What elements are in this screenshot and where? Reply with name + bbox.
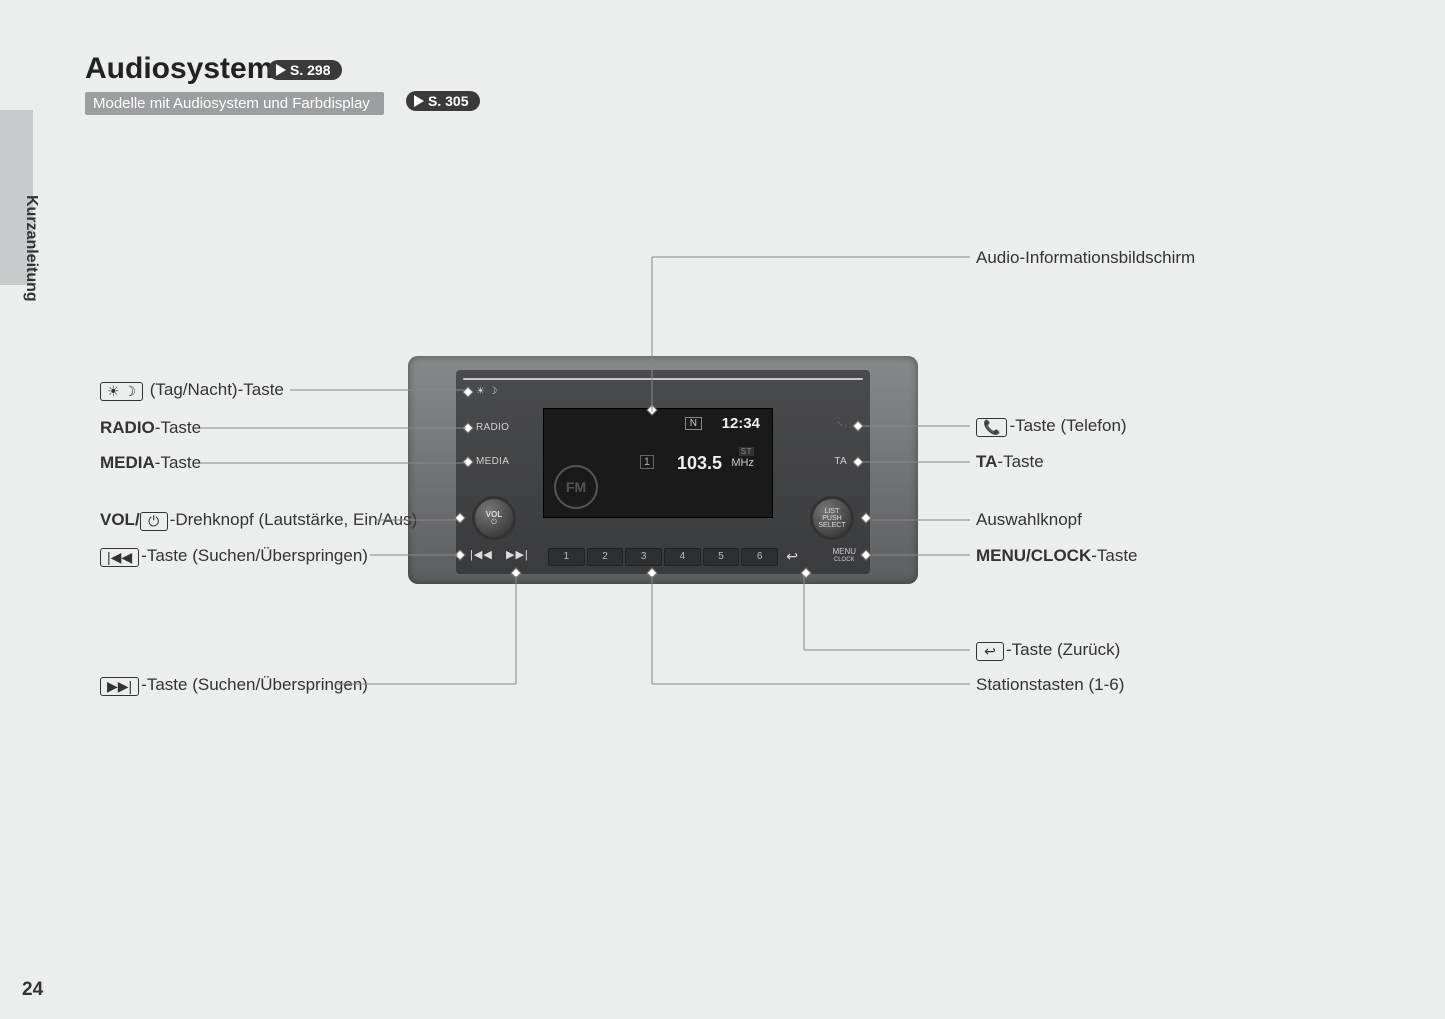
callout-bold: RADIO [100,418,155,437]
callout-daynight: ☀ ☽ (Tag/Nacht)-Taste [100,380,284,401]
preset-2: 2 [587,548,624,566]
audio-display: N 12:34 1 103.5 MHz ST FM [543,408,773,518]
vol-label: VOL [486,510,502,519]
subtitle: Modelle mit Audiosystem und Farbdisplay [85,92,384,115]
callout-text: -Taste (Suchen/Überspringen) [141,675,368,694]
callout-text: -Taste [997,452,1043,471]
callout-text: -Taste (Telefon) [1009,416,1126,435]
callout-bold: TA [976,452,997,471]
media-button-label: MEDIA [476,456,509,467]
callout-text: -Taste (Zurück) [1006,640,1120,659]
page-ref-2: S. 305 [406,91,480,111]
preset-3: 3 [625,548,662,566]
preset-1: 1 [548,548,585,566]
menu-clock-label: MENU CLOCK [832,547,856,565]
callout-phone: 📞-Taste (Telefon) [976,416,1127,437]
page-title: Audiosystem [85,52,273,86]
callout-menu: MENU/CLOCK-Taste [976,546,1138,566]
callout-text: -Taste [1091,546,1137,565]
callout-seek-fwd: ▶▶|-Taste (Suchen/Überspringen) [100,675,368,696]
callout-media: MEDIA-Taste [100,453,201,473]
display-band: FM [554,465,598,509]
callout-seek-back: |◀◀-Taste (Suchen/Überspringen) [100,546,368,567]
display-time: 12:34 [722,415,760,432]
phone-button-label: 📞 [835,418,848,429]
daynight-button-label: ☀ ☽ [476,386,498,397]
callout-select: Auswahlknopf [976,510,1082,530]
seek-fwd-key-icon: ▶▶| [100,677,139,696]
display-frequency: 103.5 [677,453,722,474]
sel-l3: SELECT [818,522,845,529]
page-ref-1: S. 298 [268,60,342,80]
radio-trim [463,378,863,380]
preset-5: 5 [703,548,740,566]
display-preset: 1 [640,455,654,469]
page-ref-1-text: S. 298 [290,62,330,78]
seek-back-label: |◀◀ [470,548,493,561]
page-ref-2-text: S. 305 [428,93,468,109]
callout-text: -Taste (Suchen/Überspringen) [141,546,368,565]
callout-bold: VOL/ [100,510,140,529]
display-st: ST [739,447,754,456]
clock-text: CLOCK [832,556,856,565]
volume-knob: VOL ⏻ [472,496,516,540]
power-icon: ⏻ [491,519,497,527]
seek-back-key-icon: |◀◀ [100,548,139,567]
preset-6: 6 [741,548,778,566]
callout-presets: Stationstasten (1-6) [976,675,1124,695]
radio-button-label: RADIO [476,422,509,433]
callout-text: -Taste [155,418,201,437]
callout-bold: MENU/CLOCK [976,546,1091,565]
phone-key-icon: 📞 [976,418,1007,437]
page-number: 24 [22,979,43,1001]
sel-l2: PUSH [822,515,841,522]
side-tab-label: Kurzanleitung [22,195,40,302]
back-button-label: ↩ [786,548,798,565]
preset-row: 1 2 3 4 5 6 [548,548,778,566]
power-key-icon: ⏻ [140,512,168,531]
daynight-key-icon: ☀ ☽ [100,382,143,401]
ta-button-label: TA [834,456,847,467]
callout-radio: RADIO-Taste [100,418,201,438]
select-knob: LIST PUSH SELECT [810,496,854,540]
callout-bold: MEDIA [100,453,155,472]
callout-ta: TA-Taste [976,452,1044,472]
callout-back: ↩-Taste (Zurück) [976,640,1120,661]
callout-vol: VOL/⏻-Drehknopf (Lautstärke, Ein/Aus) [100,510,417,531]
callout-display: Audio-Informationsbildschirm [976,248,1195,268]
sel-l1: LIST [825,508,840,515]
menu-text: MENU [832,547,856,556]
back-key-icon: ↩ [976,642,1004,661]
display-unit: MHz [731,457,754,469]
seek-fwd-label: ▶▶| [506,548,529,561]
callout-text: (Tag/Nacht)-Taste [145,380,284,399]
radio-unit: N 12:34 1 103.5 MHz ST FM ☀ ☽ RADIO MEDI… [408,356,918,584]
display-n-badge: N [685,417,702,430]
callout-text: -Taste [155,453,201,472]
callout-text: -Drehknopf (Lautstärke, Ein/Aus) [170,510,418,529]
preset-4: 4 [664,548,701,566]
